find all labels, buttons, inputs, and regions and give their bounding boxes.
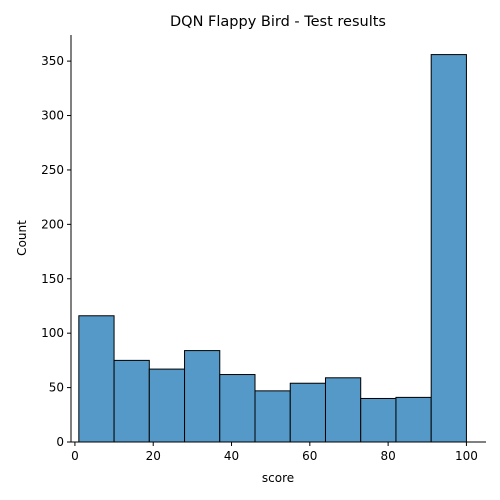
x-tick-label: 80 [380, 449, 395, 463]
histogram-bar [254, 390, 291, 443]
y-tick-label: 150 [41, 272, 64, 286]
histogram-bar [324, 377, 362, 443]
histogram-bar [78, 315, 115, 443]
x-tick-label: 100 [455, 449, 478, 463]
histogram-bar [219, 374, 256, 443]
y-tick-label: 50 [49, 381, 64, 395]
y-tick-label: 350 [41, 54, 64, 68]
bars-group [78, 54, 467, 443]
histogram-bar [360, 397, 397, 443]
x-axis-label: score [262, 471, 294, 485]
x-tick-label: 20 [146, 449, 161, 463]
x-tick-label: 60 [302, 449, 317, 463]
histogram-bar [184, 350, 221, 443]
y-tick-label: 250 [41, 163, 64, 177]
y-tick-label: 0 [56, 435, 64, 449]
histogram-bar [395, 396, 432, 443]
y-tick-label: 100 [41, 326, 64, 340]
y-axis: 0 50 100 150 200 250 300 350 [41, 35, 72, 449]
x-axis: 0 20 40 60 80 100 [71, 441, 486, 463]
histogram-bar [430, 54, 467, 443]
histogram-bar [148, 368, 186, 443]
y-tick-label: 300 [41, 109, 64, 123]
y-tick-label: 200 [41, 217, 64, 231]
y-axis-label: Count [15, 220, 29, 256]
histogram-bar [289, 382, 326, 443]
chart-title: DQN Flappy Bird - Test results [170, 14, 386, 30]
histogram-bar [113, 359, 150, 443]
x-tick-label: 40 [224, 449, 239, 463]
x-tick-label: 0 [71, 449, 79, 463]
